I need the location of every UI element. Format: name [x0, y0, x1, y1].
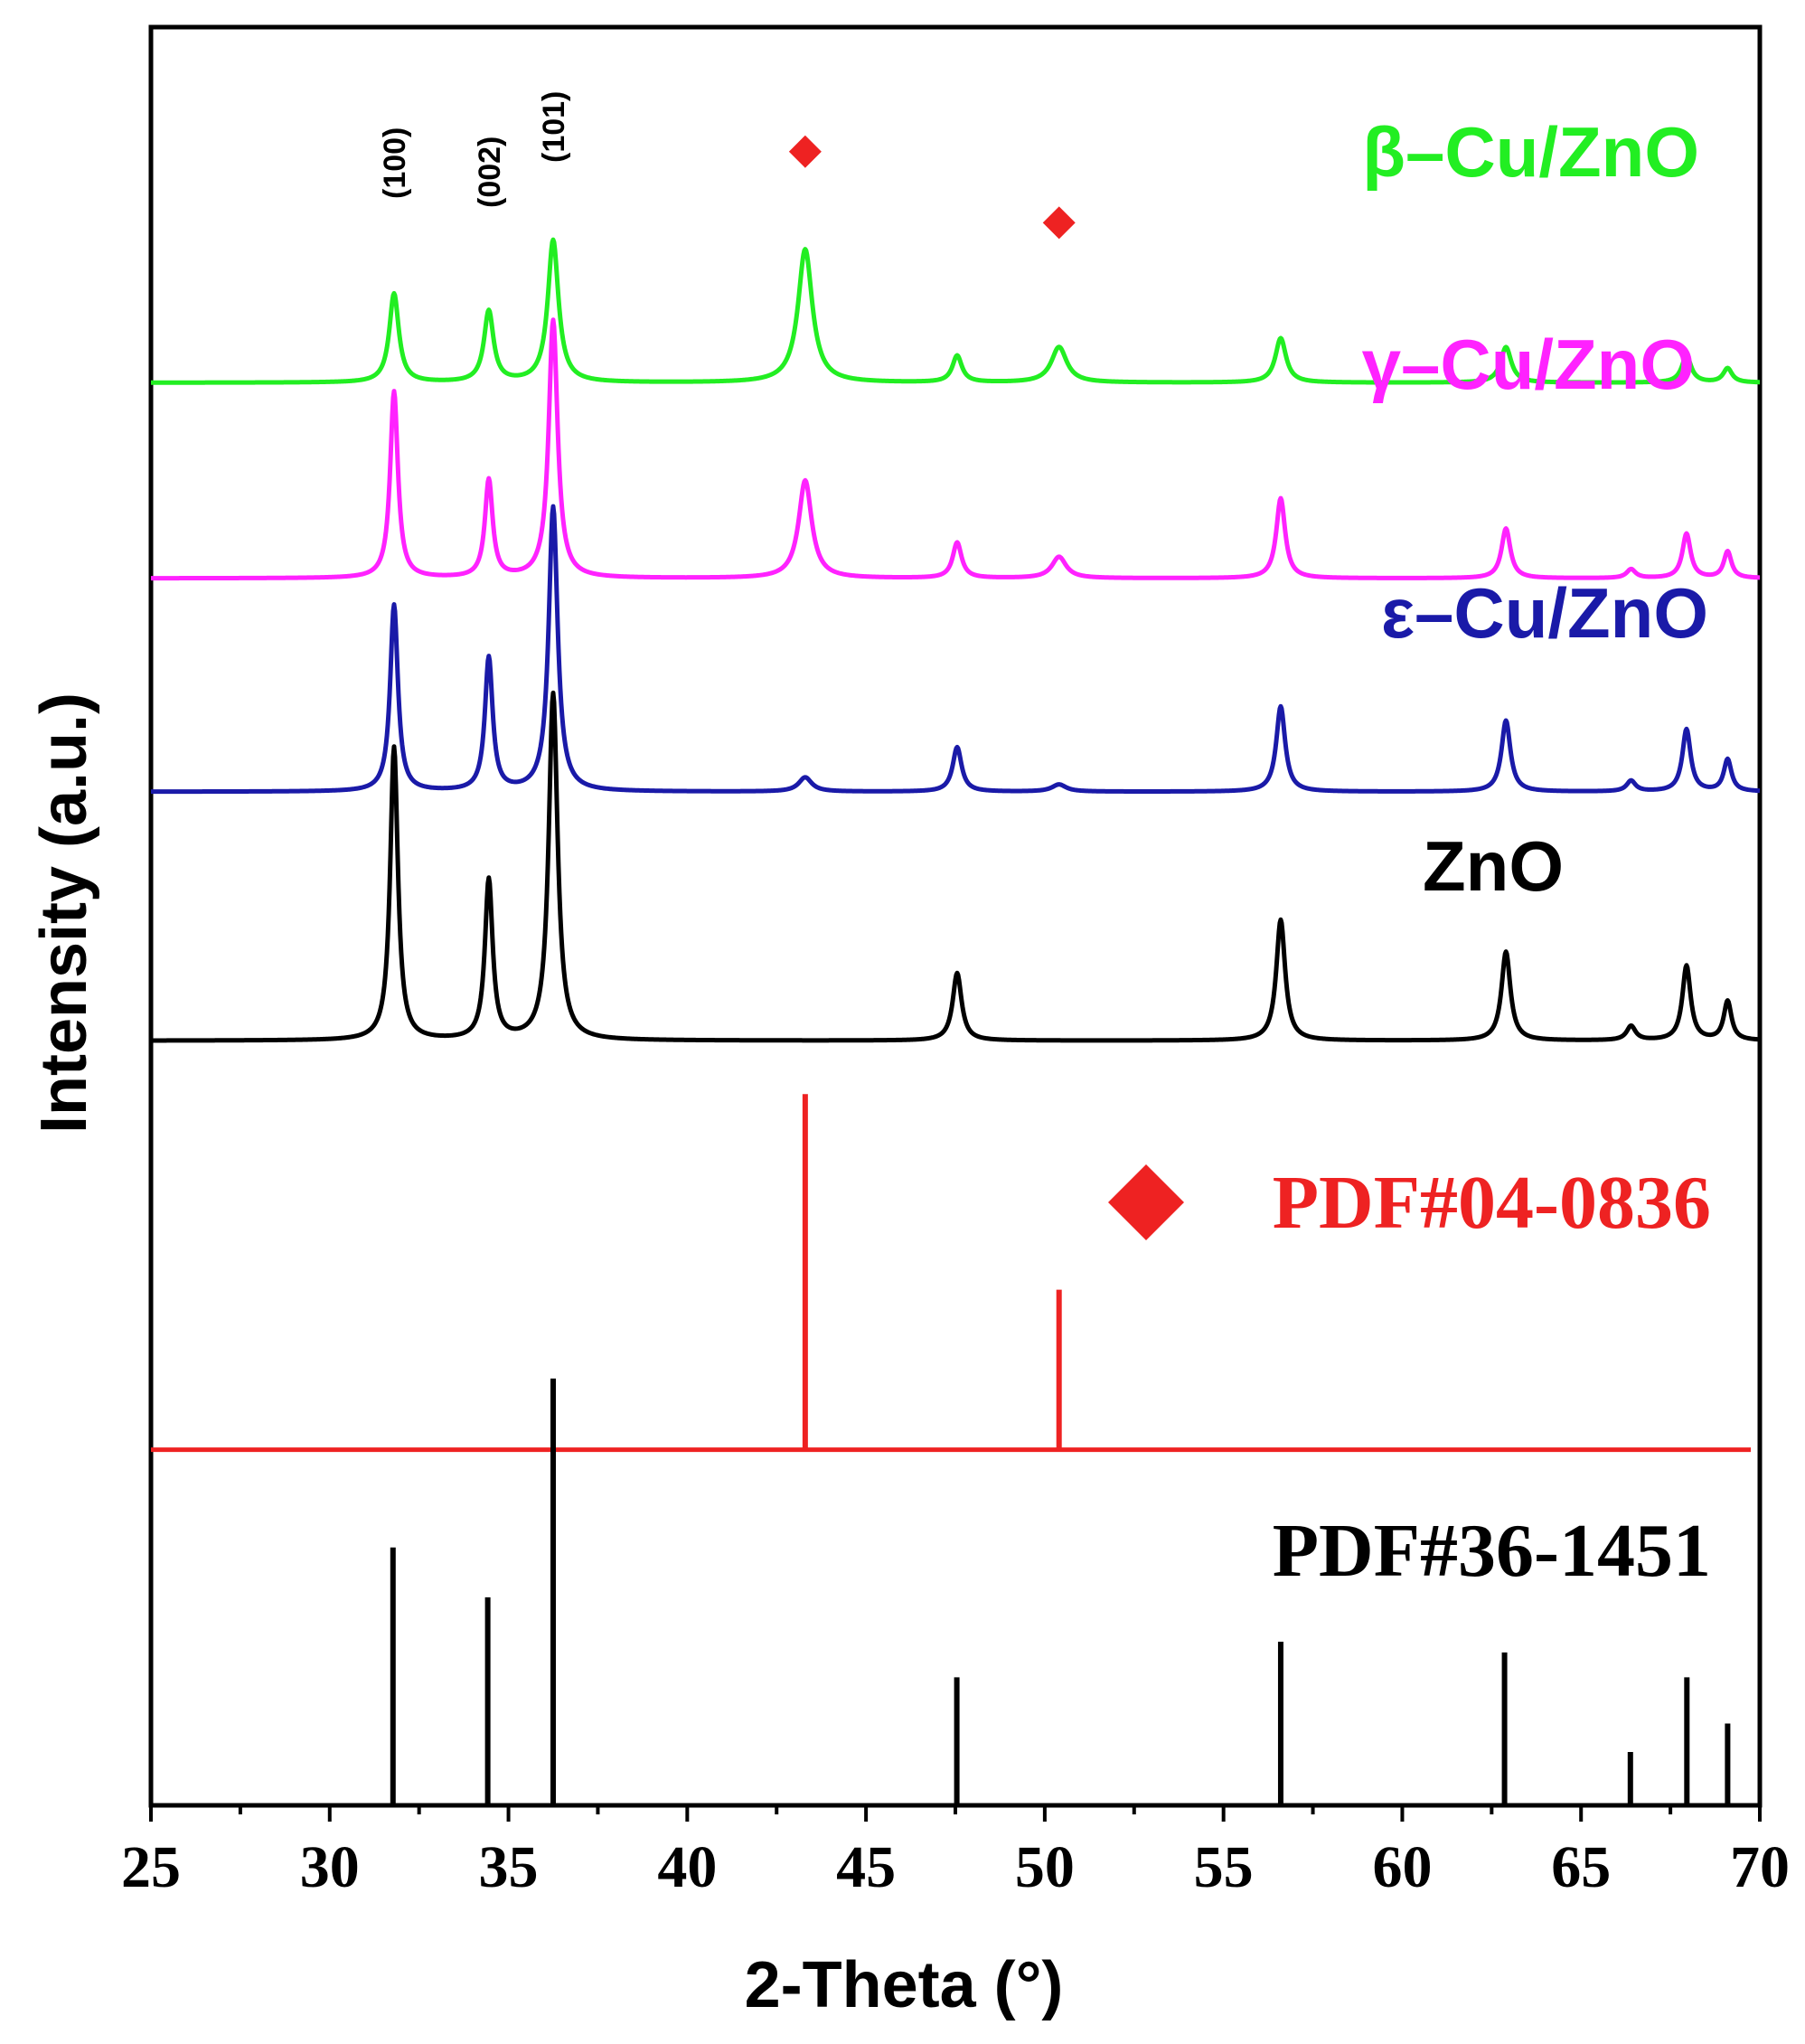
series-line [149, 690, 1762, 1043]
cu-peak-marker-icon [1042, 206, 1076, 240]
x-tick-label: 25 [121, 1834, 181, 1900]
reference-label: PDF#36-1451 [1273, 1509, 1711, 1593]
x-tick-label: 65 [1551, 1834, 1611, 1900]
hkl-label: (002) [473, 137, 507, 208]
x-tick-label: 30 [300, 1834, 360, 1900]
x-tick-label: 35 [479, 1834, 539, 1900]
cu-legend-diamond-icon [1108, 1164, 1184, 1240]
series-label: β–Cu/ZnO [1362, 112, 1699, 192]
cu-peak-marker-icon [788, 135, 822, 168]
series-label: ε–Cu/ZnO [1381, 573, 1708, 653]
series-label: ZnO [1423, 826, 1564, 906]
hkl-label: (100) [378, 127, 412, 199]
x-tick-label: 40 [657, 1834, 717, 1900]
reference-layer: PDF#04-0836 PDF#36-1451 [151, 1094, 1751, 1805]
annotation-layer: (100) (002) (101) [378, 91, 1076, 240]
reference-label: PDF#04-0836 [1273, 1161, 1711, 1245]
x-ticks: 25 30 35 40 45 50 55 60 65 70 [121, 1805, 1790, 1900]
x-tick-label: 60 [1372, 1834, 1432, 1900]
series-layer: β–Cu/ZnO γ–Cu/ZnO ε–Cu/ZnO ZnO [149, 112, 1762, 1043]
series-line [149, 504, 1762, 795]
x-tick-label: 50 [1015, 1834, 1075, 1900]
series-label: γ–Cu/ZnO [1362, 325, 1695, 404]
series-line [149, 317, 1762, 581]
series-line [149, 237, 1762, 385]
x-tick-label: 70 [1730, 1834, 1790, 1900]
x-axis-title: 2-Theta (°) [745, 1949, 1064, 2021]
y-axis-title: Intensity (a.u.) [28, 692, 100, 1134]
x-tick-label: 45 [836, 1834, 896, 1900]
hkl-label: (101) [537, 91, 571, 163]
x-tick-label: 55 [1194, 1834, 1254, 1900]
